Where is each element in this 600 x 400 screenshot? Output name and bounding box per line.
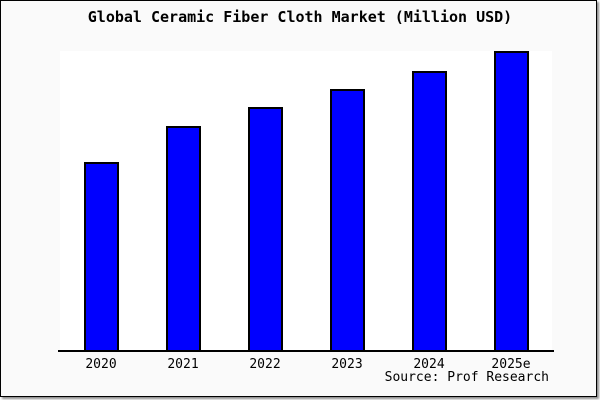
bar-2021 <box>166 126 201 352</box>
x-tick-label-2021: 2021 <box>167 357 199 372</box>
bar-2025e <box>494 51 529 352</box>
x-tick-label-2025e: 2025e <box>491 357 531 372</box>
chart-title: Global Ceramic Fiber Cloth Market (Milli… <box>87 8 513 26</box>
x-tick-label-2024: 2024 <box>413 357 445 372</box>
plot-area <box>60 51 552 352</box>
bar-2023 <box>330 89 365 352</box>
bar-2022 <box>248 107 283 352</box>
x-tick-label-2022: 2022 <box>249 357 281 372</box>
source-label: Source: Prof Research <box>384 370 549 385</box>
x-tick-label-2023: 2023 <box>331 357 363 372</box>
bar-2024 <box>412 71 447 352</box>
x-tick-label-2020: 2020 <box>85 357 117 372</box>
bar-2020 <box>84 162 119 352</box>
x-axis-labels: 2020 2021 2022 2023 2024 2025e <box>1 357 600 373</box>
x-axis-line <box>58 350 554 352</box>
